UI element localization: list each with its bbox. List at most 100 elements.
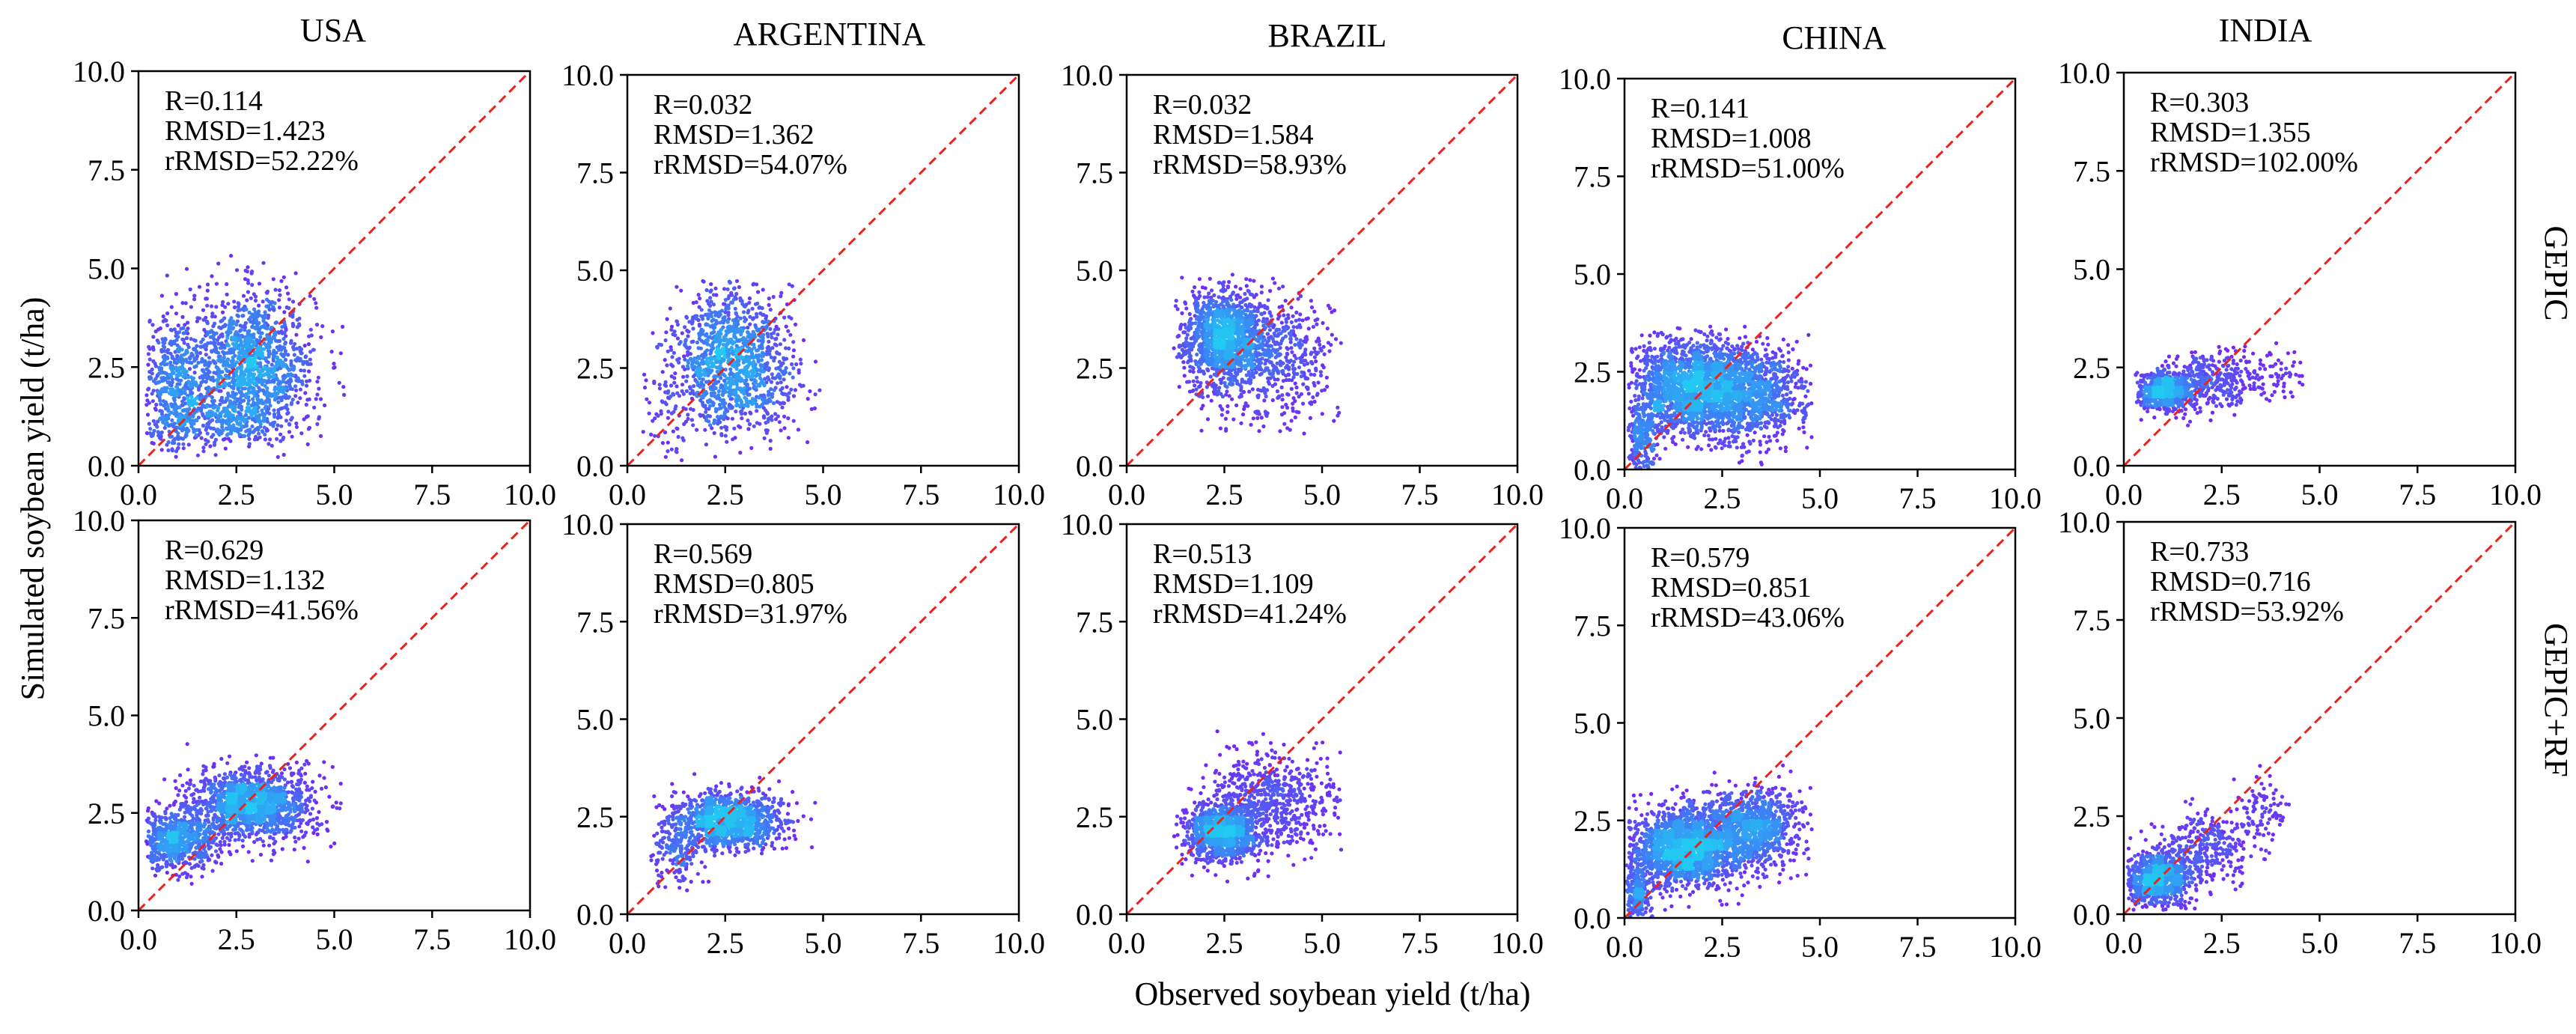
data-point (308, 350, 313, 354)
data-point (740, 329, 745, 333)
data-point (167, 413, 171, 417)
data-point (727, 380, 731, 384)
data-point (1206, 317, 1211, 322)
data-point (721, 398, 726, 402)
data-point (294, 332, 299, 337)
data-point (709, 314, 713, 318)
data-point (1201, 395, 1205, 400)
data-point (305, 379, 309, 383)
data-point (709, 282, 713, 287)
data-point (651, 331, 655, 335)
data-point (216, 261, 221, 266)
data-point (1202, 295, 1207, 299)
data-point (1189, 336, 1193, 341)
data-point (681, 392, 686, 396)
data-point (174, 405, 179, 410)
scatter-points (1172, 273, 1343, 436)
data-point (1303, 353, 1308, 357)
data-point (212, 443, 217, 447)
data-point (243, 417, 249, 422)
data-point (231, 341, 235, 346)
data-point (765, 332, 770, 336)
data-point (150, 323, 155, 327)
data-point (701, 279, 706, 284)
data-point (222, 355, 226, 359)
data-point (1255, 338, 1259, 342)
data-point (1179, 344, 1184, 348)
data-point (265, 386, 270, 391)
data-point (683, 419, 689, 424)
data-point (221, 437, 226, 442)
data-point (204, 296, 209, 301)
data-point (725, 353, 730, 357)
data-point (1298, 294, 1303, 299)
data-point (192, 359, 197, 363)
data-point (302, 368, 306, 373)
data-point (753, 323, 758, 327)
data-point (263, 372, 267, 377)
data-point (1244, 284, 1249, 288)
data-point (1312, 309, 1317, 314)
data-point (267, 354, 271, 359)
data-point (229, 254, 234, 258)
data-point (1243, 302, 1248, 307)
data-point (722, 378, 727, 383)
data-point (1227, 280, 1231, 285)
data-point (249, 363, 254, 368)
data-point (665, 317, 669, 321)
data-point (1285, 405, 1290, 410)
data-point (261, 411, 265, 416)
data-point (225, 357, 231, 362)
data-point (231, 356, 235, 360)
data-point (728, 406, 732, 410)
data-point (271, 305, 275, 309)
data-point (250, 424, 255, 429)
data-point (739, 377, 743, 383)
data-point (669, 345, 673, 350)
data-point (683, 325, 687, 329)
data-point (768, 326, 773, 332)
data-point (1249, 422, 1253, 427)
data-point (780, 391, 785, 396)
data-point (1184, 326, 1188, 330)
data-point (234, 392, 238, 396)
data-point (1223, 416, 1228, 422)
data-point (770, 372, 774, 377)
data-point (1304, 385, 1309, 389)
stat-annotation: RMSD=1.423 (165, 115, 326, 147)
data-point (721, 358, 725, 363)
data-point (1339, 341, 1343, 345)
data-point (1250, 365, 1255, 370)
data-point (753, 302, 758, 306)
data-point (1316, 350, 1321, 355)
data-point (247, 386, 252, 390)
data-point (278, 338, 282, 343)
data-point (1212, 293, 1217, 297)
data-point (764, 421, 768, 425)
data-point (709, 288, 713, 293)
data-point (309, 333, 314, 338)
data-point (294, 421, 299, 426)
data-point (1297, 341, 1301, 345)
data-point (1324, 375, 1329, 380)
data-point (172, 360, 177, 365)
data-point (1227, 394, 1231, 398)
data-point (1243, 404, 1247, 409)
data-point (759, 338, 764, 343)
data-point (1304, 317, 1309, 321)
data-point (255, 323, 260, 327)
data-point (1197, 343, 1202, 347)
data-point (1296, 296, 1300, 301)
data-point (290, 312, 295, 317)
data-point (755, 282, 759, 287)
data-point (734, 279, 740, 283)
data-point (722, 354, 727, 359)
data-point (237, 354, 241, 359)
data-point (171, 367, 176, 371)
data-point (183, 401, 188, 406)
data-point (222, 352, 227, 356)
data-point (1285, 359, 1289, 363)
data-point (176, 434, 180, 439)
data-point (1309, 299, 1313, 303)
data-point (767, 368, 771, 372)
